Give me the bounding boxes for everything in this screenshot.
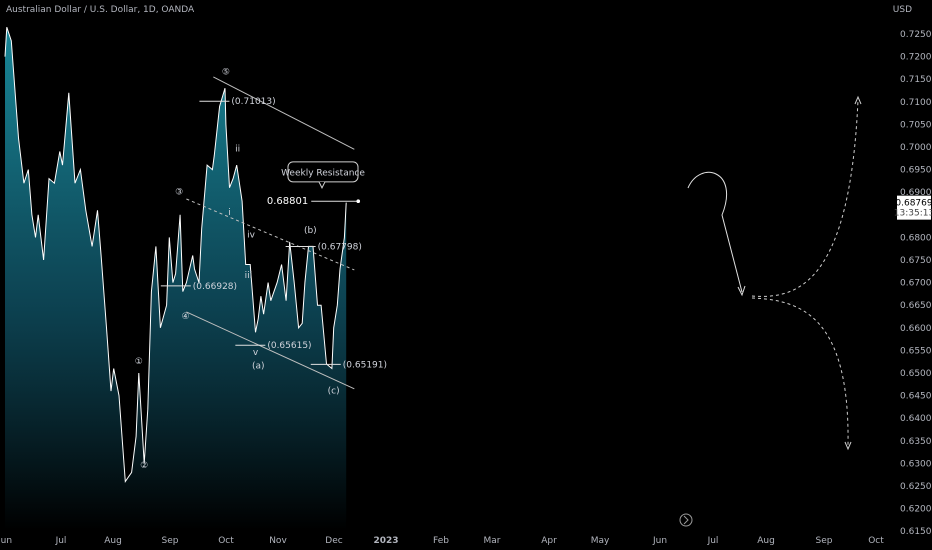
- x-tick-label: Jun: [0, 536, 12, 546]
- level-value: (0.65615): [267, 341, 311, 351]
- wave-label: iv: [247, 230, 256, 240]
- wave-label: i: [228, 208, 231, 218]
- bar-countdown: 13:35:13: [894, 209, 932, 219]
- wave-label: ③: [175, 187, 183, 197]
- x-tick-label: Feb: [433, 536, 449, 546]
- level-value: (0.67798): [318, 243, 362, 253]
- x-tick-label: Dec: [325, 536, 342, 546]
- tradingview-logo-icon[interactable]: [679, 513, 693, 527]
- channel-line[interactable]: [186, 311, 355, 390]
- wave-label: ii: [235, 145, 240, 155]
- wave-label: ⑤: [222, 68, 230, 78]
- x-tick-label: Nov: [269, 536, 287, 546]
- x-tick-label: Jun: [652, 536, 667, 546]
- x-tick-label: Jul: [707, 536, 719, 546]
- x-tick-label: Oct: [218, 536, 234, 546]
- wave-label: (c): [328, 386, 340, 396]
- bearish-projection: [751, 297, 849, 446]
- callout-pointer: [318, 181, 326, 189]
- x-tick-label: 2023: [373, 536, 398, 546]
- arrow-head: [737, 285, 746, 297]
- bullish-projection: [751, 99, 859, 297]
- x-tick-label: Aug: [104, 536, 122, 546]
- arrow-head: [854, 95, 862, 105]
- level-value: (0.65191): [343, 360, 387, 370]
- channel-line[interactable]: [213, 76, 355, 150]
- x-tick-label: Oct: [868, 536, 884, 546]
- currency-label: USD: [892, 5, 912, 15]
- x-tick-label: Jul: [55, 536, 67, 546]
- x-tick-label: Sep: [162, 536, 179, 546]
- chart-title: Australian Dollar / U.S. Dollar, 1D, OAN…: [6, 5, 195, 15]
- price-line: [4, 27, 347, 483]
- tradingview-logo-glyph: [683, 515, 689, 525]
- x-tick-label: Aug: [757, 536, 775, 546]
- callout-text: Weekly Resistance: [281, 168, 365, 178]
- price-area: [5, 27, 347, 530]
- wave-label: ①: [135, 357, 143, 367]
- current-price-value: 0.68769: [895, 199, 932, 209]
- dashed-trend-line[interactable]: [186, 198, 355, 271]
- y-tick-label: 0.61500: [900, 527, 932, 537]
- wave-label: (b): [304, 226, 317, 236]
- wave-label: iii: [245, 271, 253, 281]
- current-price-badge: [897, 195, 931, 220]
- projection-arrow: [687, 171, 743, 293]
- wave-label: ②: [140, 461, 148, 471]
- x-tick-label: Mar: [484, 536, 501, 546]
- level-point: [356, 199, 361, 203]
- level-value: (0.71013): [231, 97, 275, 107]
- arrow-head: [844, 441, 852, 451]
- wave-label: (a): [252, 361, 265, 371]
- resistance-value: 0.68801: [267, 196, 308, 207]
- x-tick-label: Sep: [816, 536, 833, 546]
- x-tick-label: Apr: [541, 536, 557, 546]
- wave-label: ④: [181, 312, 189, 322]
- level-value: (0.66928): [193, 282, 237, 292]
- x-tick-label: May: [591, 536, 610, 546]
- wave-label: v: [253, 348, 259, 358]
